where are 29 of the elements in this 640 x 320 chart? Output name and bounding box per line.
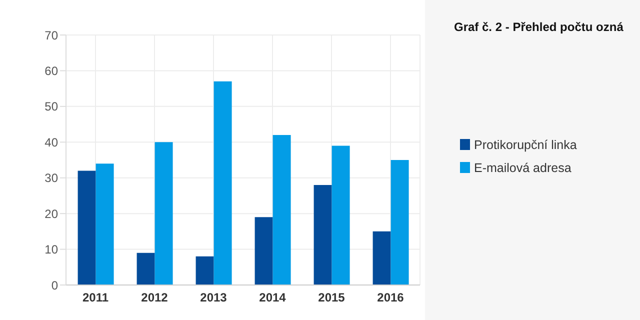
bar <box>78 170 96 285</box>
x-tick-label: 2013 <box>200 290 228 305</box>
y-tick-label: 30 <box>44 171 58 186</box>
legend-label: E-mailová adresa <box>474 160 572 174</box>
y-tick-label: 40 <box>44 135 58 150</box>
x-tick-label: 2014 <box>259 290 286 305</box>
x-tick-label: 2012 <box>141 290 168 305</box>
bar <box>254 217 273 285</box>
bar <box>372 231 391 285</box>
y-tick-label: 50 <box>44 100 58 114</box>
y-tick-label: 10 <box>44 242 58 257</box>
y-tick-label: 20 <box>44 206 58 221</box>
y-tick-label: 60 <box>44 64 58 78</box>
bar <box>390 160 409 285</box>
legend-label: Protikorupční linka <box>474 138 577 152</box>
y-tick-label: 0 <box>51 278 58 292</box>
bar <box>332 146 350 285</box>
bar <box>196 256 214 285</box>
bar <box>314 185 332 285</box>
bar <box>136 252 155 285</box>
x-tick-label: 2016 <box>377 290 404 305</box>
bar <box>272 135 291 285</box>
bar <box>96 164 114 285</box>
bar <box>214 81 232 285</box>
x-tick-label: 2015 <box>318 290 346 305</box>
text: Graf č. 2 - Přehled počtu ozná <box>454 20 624 34</box>
y-tick-label: 70 <box>44 28 58 42</box>
bar <box>154 142 173 285</box>
x-tick-label: 2011 <box>82 290 109 305</box>
